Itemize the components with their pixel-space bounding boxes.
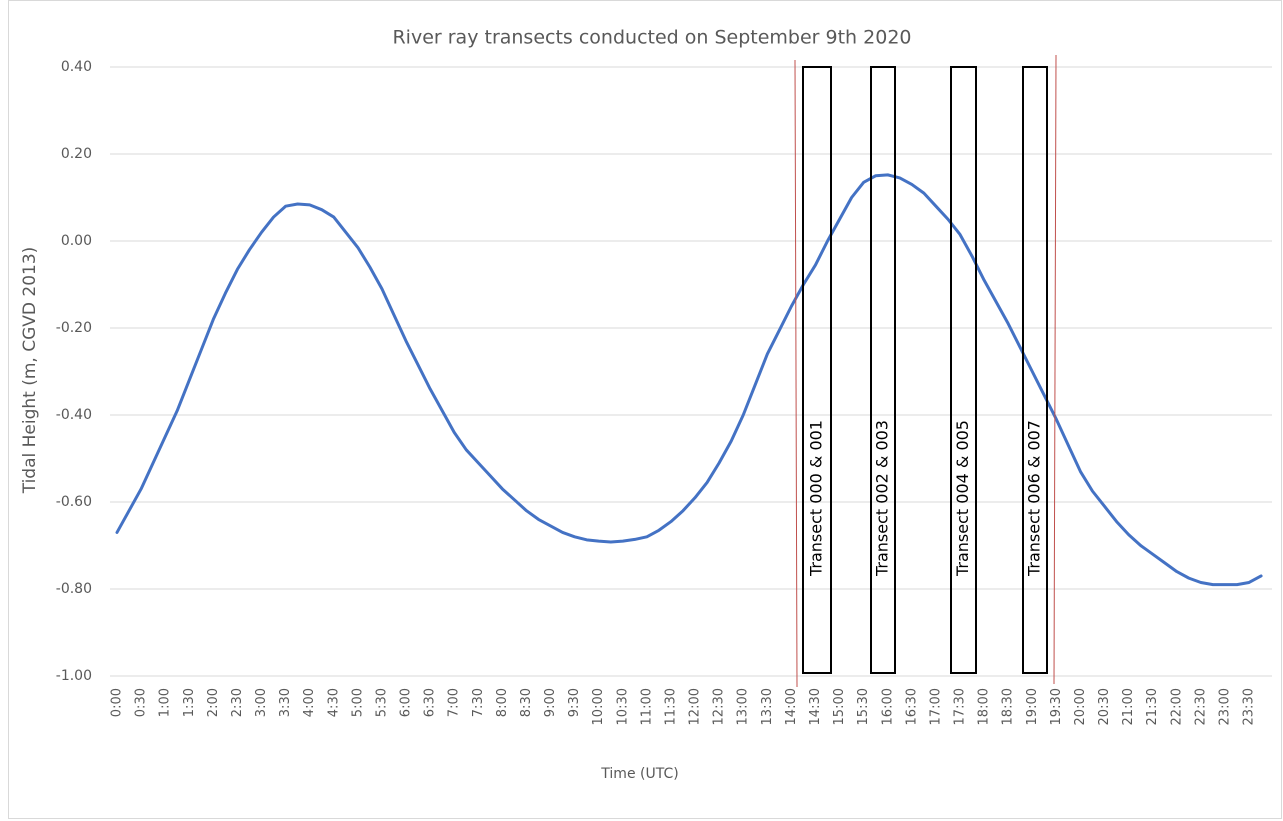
x-tick-label: 11:00 bbox=[639, 688, 654, 725]
x-tick-label: 20:00 bbox=[1073, 688, 1088, 725]
x-tick-label: 13:30 bbox=[760, 688, 775, 725]
window-marker bbox=[1053, 54, 1057, 685]
x-tick-label: 16:30 bbox=[904, 688, 919, 725]
x-tick-label: 19:30 bbox=[1049, 688, 1064, 725]
x-tick-label: 0:00 bbox=[110, 688, 125, 717]
transect-box bbox=[1022, 66, 1048, 674]
x-tick-label: 13:00 bbox=[736, 688, 751, 725]
x-tick-label: 12:00 bbox=[688, 688, 703, 725]
transect-label: Transect 002 & 003 bbox=[873, 420, 892, 577]
x-tick-label: 4:00 bbox=[302, 688, 317, 717]
x-tick-label: 14:30 bbox=[808, 688, 823, 725]
chart-title: River ray transects conducted on Septemb… bbox=[392, 27, 911, 49]
x-tick-label: 6:30 bbox=[423, 688, 438, 717]
x-tick-label: 10:00 bbox=[591, 688, 606, 725]
x-tick-label: 19:00 bbox=[1025, 688, 1040, 725]
x-tick-label: 9:00 bbox=[543, 688, 558, 717]
x-tick-label: 12:30 bbox=[712, 688, 727, 725]
x-axis-title: Time (UTC) bbox=[600, 766, 678, 782]
x-tick-label: 18:30 bbox=[1001, 688, 1016, 725]
y-tick-label: 0.40 bbox=[61, 59, 92, 75]
y-tick-label: -0.20 bbox=[56, 320, 92, 336]
x-tick-label: 7:00 bbox=[447, 688, 462, 717]
x-tick-label: 21:30 bbox=[1145, 688, 1160, 725]
x-tick-label: 18:00 bbox=[977, 688, 992, 725]
y-axis-title: Tidal Height (m, CGVD 2013) bbox=[20, 247, 40, 495]
y-tick-label: -0.40 bbox=[56, 407, 92, 423]
x-tick-label: 1:00 bbox=[158, 688, 173, 717]
transect-label: Transect 006 & 007 bbox=[1025, 420, 1044, 577]
x-tick-label: 3:30 bbox=[278, 688, 293, 717]
x-tick-label: 0:30 bbox=[134, 688, 149, 717]
transect-box bbox=[870, 66, 896, 674]
x-tick-label: 8:30 bbox=[519, 688, 534, 717]
x-tick-label: 3:00 bbox=[254, 688, 269, 717]
transect-box bbox=[950, 66, 977, 674]
x-tick-label: 11:30 bbox=[663, 688, 678, 725]
y-tick-label: -0.60 bbox=[56, 494, 92, 510]
x-tick-label: 22:30 bbox=[1193, 688, 1208, 725]
x-tick-label: 9:30 bbox=[567, 688, 582, 717]
x-tick-label: 20:30 bbox=[1097, 688, 1112, 725]
transect-label: Transect 000 & 001 bbox=[807, 420, 826, 577]
x-tick-label: 10:30 bbox=[615, 688, 630, 725]
x-tick-label: 6:00 bbox=[399, 688, 414, 717]
x-tick-label: 17:00 bbox=[928, 688, 943, 725]
x-tick-label: 17:30 bbox=[953, 688, 968, 725]
x-tick-label: 2:00 bbox=[206, 688, 221, 717]
chart-frame bbox=[8, 0, 1282, 819]
y-tick-label: 0.20 bbox=[61, 146, 92, 162]
x-tick-label: 4:30 bbox=[326, 688, 341, 717]
x-tick-label: 1:30 bbox=[182, 688, 197, 717]
y-tick-label: -1.00 bbox=[56, 668, 92, 684]
x-tick-label: 5:00 bbox=[350, 688, 365, 717]
y-tick-label: 0.00 bbox=[61, 233, 92, 249]
data-line bbox=[115, 173, 1263, 587]
x-tick-label: 21:00 bbox=[1121, 688, 1136, 725]
x-tick-label: 2:30 bbox=[230, 688, 245, 717]
x-tick-label: 23:30 bbox=[1242, 688, 1257, 725]
x-tick-label: 22:00 bbox=[1169, 688, 1184, 725]
x-tick-label: 15:00 bbox=[832, 688, 847, 725]
transect-label: Transect 004 & 005 bbox=[953, 420, 972, 577]
x-tick-label: 16:00 bbox=[880, 688, 895, 725]
transect-box bbox=[802, 66, 832, 674]
x-tick-label: 5:30 bbox=[374, 688, 389, 717]
window-marker bbox=[794, 59, 798, 688]
x-tick-label: 23:00 bbox=[1217, 688, 1232, 725]
x-tick-label: 8:00 bbox=[495, 688, 510, 717]
x-tick-label: 7:30 bbox=[471, 688, 486, 717]
x-tick-label: 15:30 bbox=[856, 688, 871, 725]
y-tick-label: -0.80 bbox=[56, 581, 92, 597]
x-tick-label: 14:00 bbox=[784, 688, 799, 725]
